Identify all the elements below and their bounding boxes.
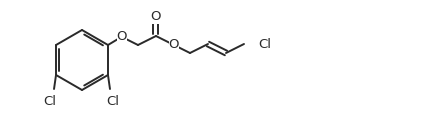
Text: O: O	[169, 39, 179, 51]
Text: Cl: Cl	[258, 38, 271, 51]
Text: O: O	[151, 10, 161, 23]
Text: Cl: Cl	[44, 95, 56, 108]
Text: O: O	[117, 30, 127, 43]
Text: Cl: Cl	[106, 95, 120, 108]
